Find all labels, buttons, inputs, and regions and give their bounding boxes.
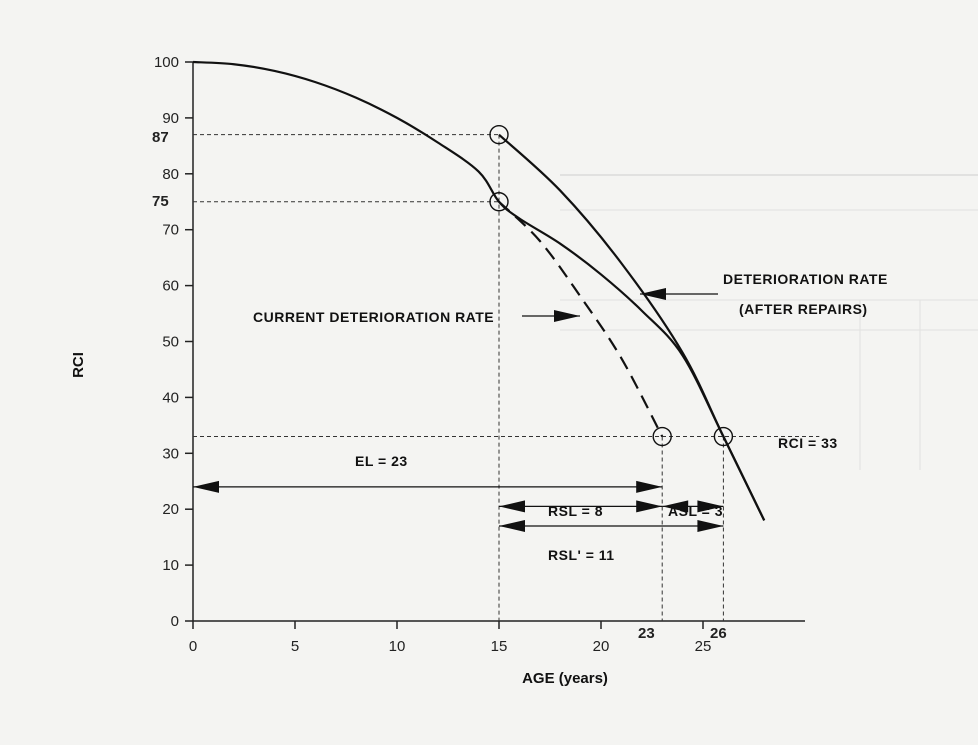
x-tick-label: 15 bbox=[491, 638, 508, 655]
x-special-tick-23: 23 bbox=[638, 625, 655, 642]
y-ticks: 0 10 20 30 40 50 60 70 80 90 100 bbox=[154, 54, 193, 630]
y-tick-label: 0 bbox=[171, 613, 179, 630]
y-tick-label: 60 bbox=[162, 278, 179, 295]
highlight-points bbox=[489, 124, 734, 447]
annotation-el: EL = 23 bbox=[355, 453, 408, 469]
series-line-2 bbox=[498, 133, 766, 521]
arrowhead bbox=[662, 500, 689, 513]
annotation-rsl-prime: RSL' = 11 bbox=[548, 547, 615, 563]
y-special-tick-75: 75 bbox=[152, 193, 169, 210]
x-special-tick-26: 26 bbox=[710, 625, 727, 642]
curves bbox=[192, 60, 766, 521]
annotation-deterioration-after-line1: DETERIORATION RATE bbox=[723, 271, 888, 287]
arrowhead bbox=[499, 519, 525, 532]
arrowhead bbox=[499, 500, 525, 513]
y-tick-label: 10 bbox=[162, 557, 179, 574]
arrowhead bbox=[636, 480, 663, 493]
highlight-point bbox=[489, 192, 509, 212]
arrowhead bbox=[697, 500, 724, 513]
arrowhead bbox=[697, 519, 724, 532]
x-tick-label: 0 bbox=[189, 638, 197, 655]
y-tick-label: 70 bbox=[162, 222, 179, 239]
y-tick-label: 30 bbox=[162, 445, 179, 462]
arrowhead bbox=[636, 500, 663, 513]
x-ticks: 0 5 10 15 20 25 bbox=[189, 621, 712, 655]
x-tick-label: 25 bbox=[695, 638, 712, 655]
x-tick-label: 10 bbox=[389, 638, 406, 655]
highlight-point bbox=[489, 124, 509, 145]
x-tick-label: 20 bbox=[593, 638, 610, 655]
y-tick-label: 20 bbox=[162, 501, 179, 518]
arrowhead bbox=[554, 310, 580, 322]
x-tick-label: 5 bbox=[291, 638, 299, 655]
series-line-0 bbox=[192, 60, 766, 521]
arrowhead bbox=[640, 288, 666, 300]
annotation-rci-33: RCI = 33 bbox=[778, 435, 838, 451]
highlight-point bbox=[652, 426, 672, 447]
y-tick-label: 100 bbox=[154, 54, 179, 71]
annotation-rsl: RSL = 8 bbox=[548, 503, 603, 519]
annotation-asl: ASL = 3 bbox=[668, 503, 723, 519]
y-axis-label: RCI bbox=[70, 352, 87, 378]
y-tick-label: 50 bbox=[162, 334, 179, 351]
highlight-point bbox=[713, 426, 734, 447]
y-tick-label: 90 bbox=[162, 110, 179, 127]
dimension-arrows bbox=[193, 288, 724, 532]
x-axis-label: AGE (years) bbox=[522, 670, 608, 687]
annotation-current-rate: CURRENT DETERIORATION RATE bbox=[253, 309, 494, 325]
y-special-tick-87: 87 bbox=[152, 129, 169, 146]
y-tick-label: 40 bbox=[162, 389, 179, 406]
arrowhead bbox=[193, 480, 219, 493]
y-tick-label: 80 bbox=[162, 166, 179, 183]
annotation-deterioration-after-line2: (AFTER REPAIRS) bbox=[739, 301, 868, 317]
series-line-1 bbox=[498, 200, 664, 438]
